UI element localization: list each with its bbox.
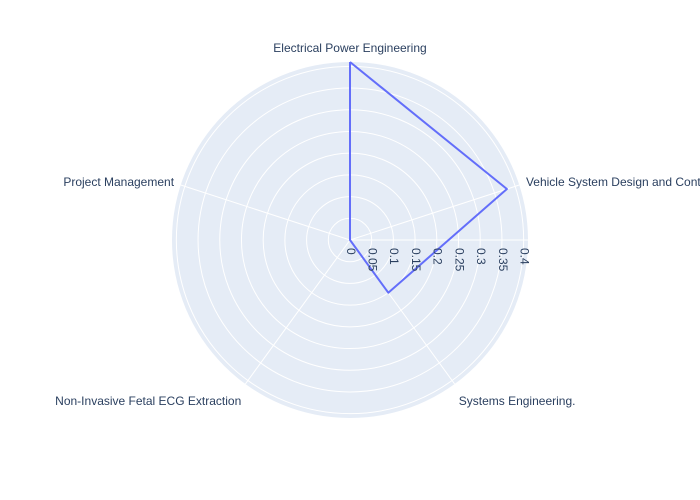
radial-tick-labels: 0 0.05 0.1 0.15 0.2 0.25 0.3 0.35 0.4	[344, 248, 532, 272]
radial-tick-label: 0.05	[366, 248, 380, 272]
category-label: Project Management	[63, 175, 174, 189]
radial-tick-label: 0.15	[409, 248, 423, 272]
radial-tick-label: 0.1	[387, 248, 401, 265]
angular-grid-line	[180, 184, 351, 241]
radial-tick-label: 0.25	[452, 248, 466, 272]
radial-tick-label: 0.4	[517, 248, 531, 265]
radial-tick-label: 0	[344, 248, 358, 255]
angular-grid-line	[349, 184, 520, 241]
series-layer	[349, 61, 508, 294]
category-labels: Electrical Power Engineering Vehicle Syst…	[55, 41, 700, 408]
category-label: Non-Invasive Fetal ECG Extraction	[55, 394, 241, 408]
angular-grid-line	[244, 239, 351, 385]
radial-tick-label: 0.2	[431, 248, 445, 265]
category-label: Electrical Power Engineering	[273, 41, 426, 55]
category-label: Systems Engineering.	[459, 394, 576, 408]
radial-tick-label: 0.3	[474, 248, 488, 265]
radial-tick-label: 0.35	[496, 248, 510, 272]
category-label: Vehicle System Design and Control	[526, 175, 700, 189]
